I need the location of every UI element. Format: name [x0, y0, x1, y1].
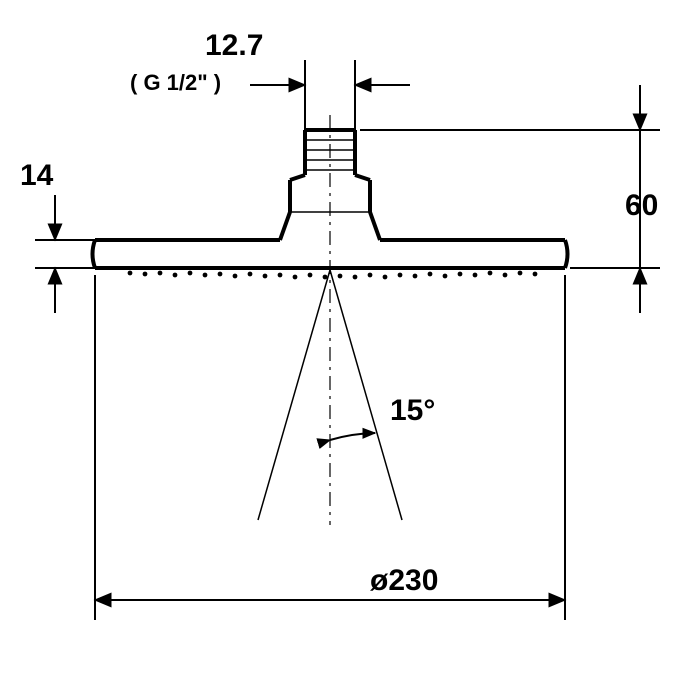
dim-plate-thickness-value: 14 [20, 159, 54, 192]
spray-cone: 15° [258, 115, 435, 525]
dim-overall-height-value: 60 [625, 189, 658, 222]
dim-connector-width-value: 12.7 [205, 29, 263, 62]
dim-overall-height: 60 [360, 85, 660, 313]
dim-connector-width-note: ( G 1/2" ) [130, 70, 221, 95]
angle-label: 15° [390, 394, 435, 427]
technical-drawing: 15° 12.7 ( G 1/2" ) 14 60 ø230 [0, 0, 700, 700]
dim-diameter-value: ø230 [370, 564, 438, 597]
dim-plate-thickness: 14 [20, 159, 95, 313]
dim-connector-width: 12.7 ( G 1/2" ) [130, 29, 410, 130]
